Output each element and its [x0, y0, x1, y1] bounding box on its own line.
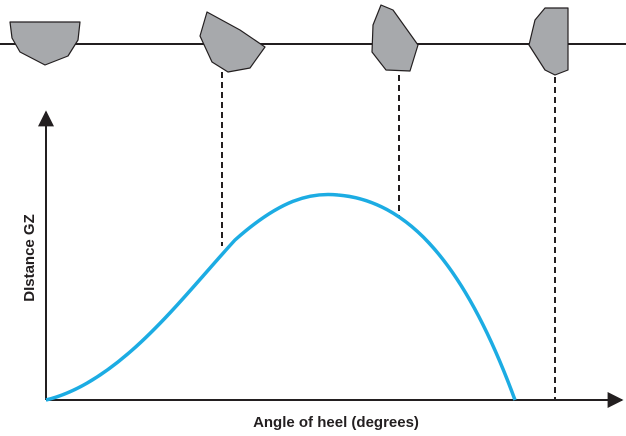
hull-heel-3: [529, 8, 568, 75]
hull-heel-1: [200, 12, 265, 72]
hull-upright: [10, 22, 80, 65]
hull-heel-2: [372, 5, 418, 71]
y-axis-label: DIstance GZ: [21, 214, 38, 302]
gz-diagram: DIstance GZ Angle of heel (degrees): [0, 0, 626, 436]
gz-curve: [46, 194, 515, 400]
x-axis-label: Angle of heel (degrees): [253, 414, 419, 431]
